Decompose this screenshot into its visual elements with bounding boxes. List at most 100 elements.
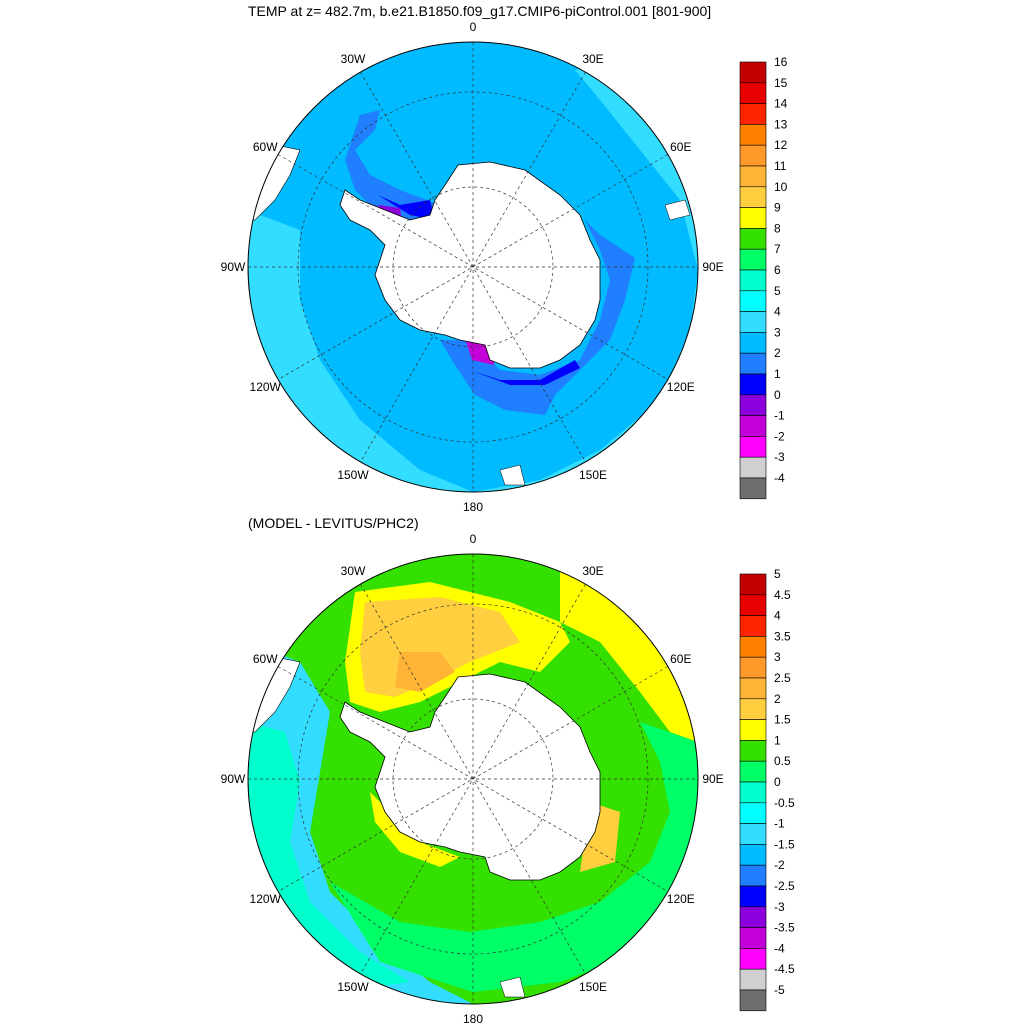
warm-2to2.5-zone bbox=[395, 652, 455, 692]
colorbar-swatch bbox=[739, 456, 767, 479]
colorbar-label: 1 bbox=[774, 733, 781, 747]
colorbar-swatch bbox=[739, 885, 767, 908]
colorbar-swatch bbox=[739, 186, 767, 208]
colorbar-swatch bbox=[739, 248, 767, 271]
colorbar-label: 13 bbox=[774, 117, 788, 131]
colorbar-swatch bbox=[739, 61, 767, 84]
longitude-label: 120E bbox=[667, 892, 695, 906]
colorbar-label: 1 bbox=[774, 367, 781, 381]
dark-blue-0to1-b bbox=[470, 360, 580, 385]
colorbar-label: -5 bbox=[774, 983, 785, 997]
dark-blue-0to1-a bbox=[378, 195, 435, 220]
top-map-outline bbox=[247, 41, 699, 493]
colorbar-swatch bbox=[739, 332, 767, 354]
colorbar-label: 6 bbox=[774, 263, 781, 277]
longitude-label: 180 bbox=[463, 1012, 483, 1024]
longitude-label: 150E bbox=[579, 980, 607, 994]
colorbar-label: 3 bbox=[774, 325, 781, 339]
colorbar-swatch bbox=[739, 823, 767, 845]
colorbar-swatch bbox=[739, 165, 767, 188]
longitude-label: 30W bbox=[341, 564, 366, 578]
colorbar-swatch bbox=[739, 394, 767, 416]
colorbar-label: 8 bbox=[774, 221, 781, 235]
colorbar-swatch bbox=[739, 781, 767, 804]
colorbar-swatch bbox=[739, 124, 767, 146]
colorbar-label: -4.5 bbox=[774, 962, 795, 976]
colorbar-label: -1 bbox=[774, 817, 785, 831]
colorbar-label: 14 bbox=[774, 97, 788, 111]
colorbar-label: -4 bbox=[774, 941, 785, 955]
colorbar-swatch bbox=[739, 415, 767, 437]
colorbar-swatch bbox=[739, 636, 767, 658]
top-longitude-labels: 0 30E 60E 90E 120E 150E 180 150W 120W 90W 60W 30W bbox=[221, 20, 724, 512]
colorbar-swatch bbox=[739, 844, 767, 866]
longitude-label: 150W bbox=[337, 980, 369, 994]
blue-band-1to2-a bbox=[345, 110, 440, 225]
longitude-label: 90E bbox=[702, 772, 723, 786]
colorbar-swatch bbox=[739, 719, 767, 741]
longitude-label: 0 bbox=[470, 532, 477, 546]
colorbar-label: -1.5 bbox=[774, 837, 795, 851]
colorbar-label: 11 bbox=[774, 159, 787, 173]
longitude-label: 30E bbox=[582, 564, 603, 578]
colorbar-swatch bbox=[739, 477, 767, 500]
longitude-label: 60E bbox=[670, 652, 691, 666]
longitude-label: 90W bbox=[221, 772, 246, 786]
colorbar-swatch bbox=[739, 103, 767, 125]
colorbar-swatch bbox=[739, 864, 767, 887]
longitude-label: 180 bbox=[463, 500, 483, 512]
longitude-label: 120W bbox=[250, 380, 282, 394]
colorbar-label: 0.5 bbox=[774, 754, 791, 768]
colorbar-label: 12 bbox=[774, 138, 788, 152]
colorbar-label: 7 bbox=[774, 242, 781, 256]
colorbar-label: 2.5 bbox=[774, 671, 791, 685]
colorbar-label: 4 bbox=[774, 609, 781, 623]
light-green-ring bbox=[330, 722, 698, 992]
longitude-label: 150W bbox=[337, 468, 369, 482]
colorbar-label: -2 bbox=[774, 858, 785, 872]
colorbar-swatch bbox=[739, 290, 767, 312]
colorbar-swatch bbox=[739, 677, 767, 700]
top-map-panel: 0 30E 60E 90E 120E 150E 180 150W 120W 90W 60W 30W 1… bbox=[221, 20, 788, 512]
longitude-label: 90E bbox=[702, 260, 723, 274]
east-warm-zone bbox=[560, 572, 698, 742]
colorbar-swatch bbox=[739, 373, 767, 396]
colorbar-label: 5 bbox=[774, 284, 781, 298]
bottom-colorbar: 5 4.5 4 3.5 3 2.5 2 1.5 1 0.5 0 -0.5 -1 -1.5 -2 -2.5 -3 -… bbox=[739, 567, 795, 1012]
colorbar-swatch bbox=[739, 927, 767, 949]
panel-subtitle: (MODEL - LEVITUS/PHC2) bbox=[248, 515, 419, 531]
colorbar-swatch bbox=[739, 436, 767, 458]
colorbar-label: 4 bbox=[774, 305, 781, 319]
colorbar-swatch bbox=[739, 228, 767, 250]
colorbar-swatch bbox=[739, 802, 767, 824]
new-zealand-island bbox=[499, 464, 526, 486]
colorbar-label: -3.5 bbox=[774, 921, 795, 935]
colorbar-swatch bbox=[739, 906, 767, 928]
colorbar-swatch bbox=[739, 144, 767, 167]
colorbar-swatch bbox=[739, 698, 767, 720]
longitude-label: 90W bbox=[221, 260, 246, 274]
colorbar-swatch bbox=[739, 82, 767, 104]
graticule-lines bbox=[248, 42, 698, 492]
colorbar-label: -2 bbox=[774, 429, 785, 443]
colorbar-label: -0.5 bbox=[774, 796, 795, 810]
colorbar-swatch bbox=[739, 968, 767, 991]
colorbar-label: 1.5 bbox=[774, 713, 791, 727]
ross-warm-zone bbox=[370, 792, 460, 867]
colorbar-label: 9 bbox=[774, 201, 781, 215]
blue-band-1to2-b bbox=[440, 220, 635, 415]
bottom-map-svg: 0 30E 60E 90E 120E 150E 180 150W 120W 90W 60W 30W 5… bbox=[221, 532, 795, 1024]
bottom-map-outline bbox=[247, 553, 699, 1005]
colorbar-label: 4.5 bbox=[774, 588, 791, 602]
colorbar-swatch bbox=[739, 594, 767, 616]
colorbar-label: 3 bbox=[774, 650, 781, 664]
colorbar-swatch bbox=[739, 269, 767, 292]
colorbar-swatch bbox=[739, 311, 767, 333]
longitude-label: 120W bbox=[250, 892, 282, 906]
colorbar-swatch bbox=[739, 989, 767, 1012]
colorbar-label: 5 bbox=[774, 567, 781, 581]
colorbar-swatch bbox=[739, 615, 767, 637]
antarctica-landmass bbox=[339, 161, 601, 369]
colorbar-swatch bbox=[739, 352, 767, 375]
